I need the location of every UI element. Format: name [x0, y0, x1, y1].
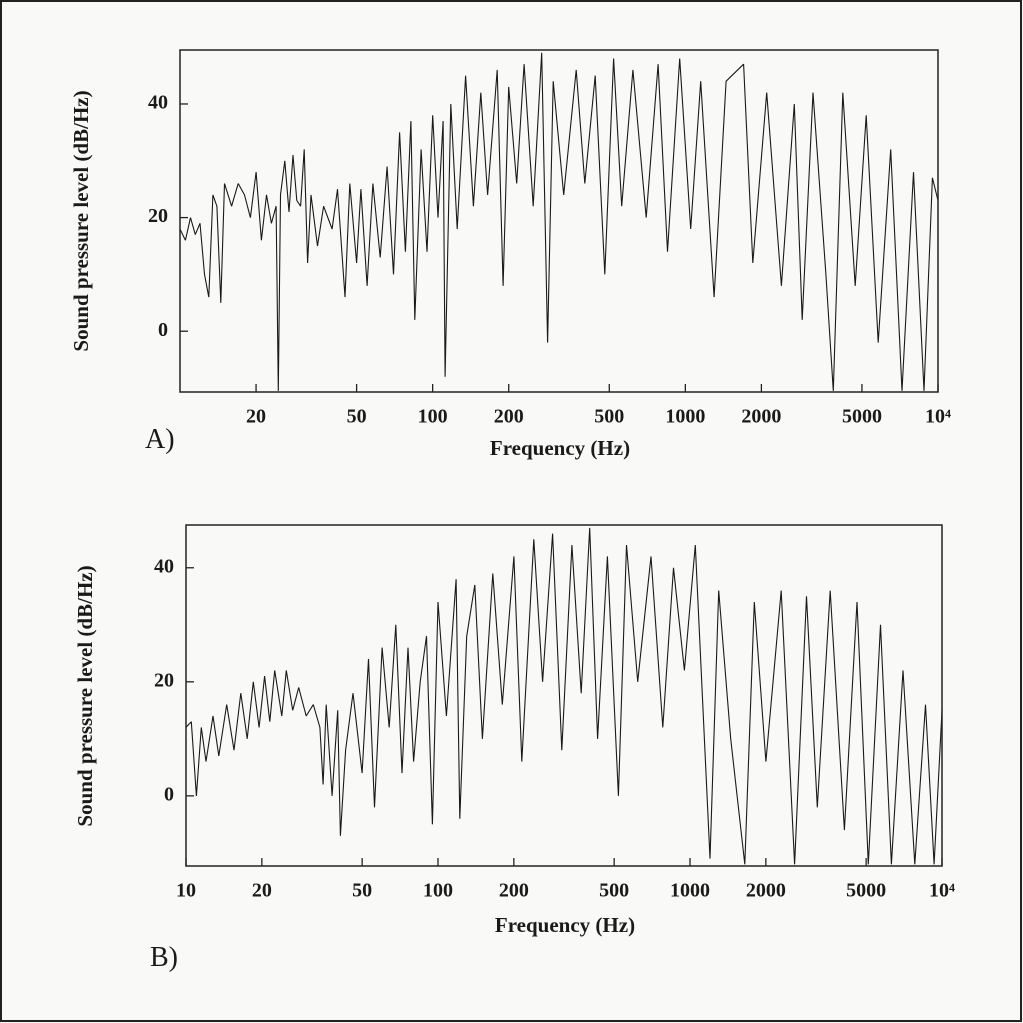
- x-tick-label: 2000: [741, 406, 781, 428]
- panel-label: B): [150, 942, 178, 973]
- x-tick-label: 500: [594, 406, 624, 428]
- x-tick-label: 100: [423, 880, 453, 902]
- x-tick-label: 500: [599, 880, 629, 902]
- x-axis-label: Frequency (Hz): [495, 913, 635, 937]
- x-tick-label: 5000: [846, 880, 886, 902]
- spectrum-line: [185, 527, 943, 865]
- x-tick-label: 20: [246, 406, 266, 428]
- y-tick-label: 20: [148, 205, 168, 227]
- x-tick-label: 100: [418, 406, 448, 428]
- x-tick-label: 200: [494, 406, 524, 428]
- x-tick-label: 10: [176, 880, 196, 902]
- panel-label: A): [145, 424, 175, 455]
- x-tick-label: 5000: [842, 406, 882, 428]
- x-tick-label: 50: [352, 880, 372, 902]
- plot-frame: [179, 49, 939, 393]
- x-tick-label: 20: [252, 880, 272, 902]
- y-tick-label: 0: [158, 319, 168, 341]
- y-tick-label: 20: [154, 669, 174, 691]
- plot-frame: [185, 524, 943, 867]
- y-axis-label: Sound pressure level (dB/Hz): [69, 90, 93, 351]
- x-axis-label: Frequency (Hz): [490, 436, 630, 460]
- x-tick-label: 10⁴: [929, 880, 955, 902]
- y-tick-label: 40: [148, 92, 168, 114]
- spectrum-line: [179, 52, 939, 391]
- x-tick-label: 1000: [670, 880, 710, 902]
- x-tick-label: 50: [347, 406, 367, 428]
- y-tick-label: 40: [154, 555, 174, 577]
- x-tick-label: 10⁴: [925, 406, 951, 428]
- y-tick-label: 0: [164, 783, 174, 805]
- x-tick-label: 1000: [665, 406, 705, 428]
- x-tick-label: 2000: [746, 880, 786, 902]
- x-tick-label: 200: [499, 880, 529, 902]
- y-axis-label: Sound pressure level (dB/Hz): [73, 565, 97, 826]
